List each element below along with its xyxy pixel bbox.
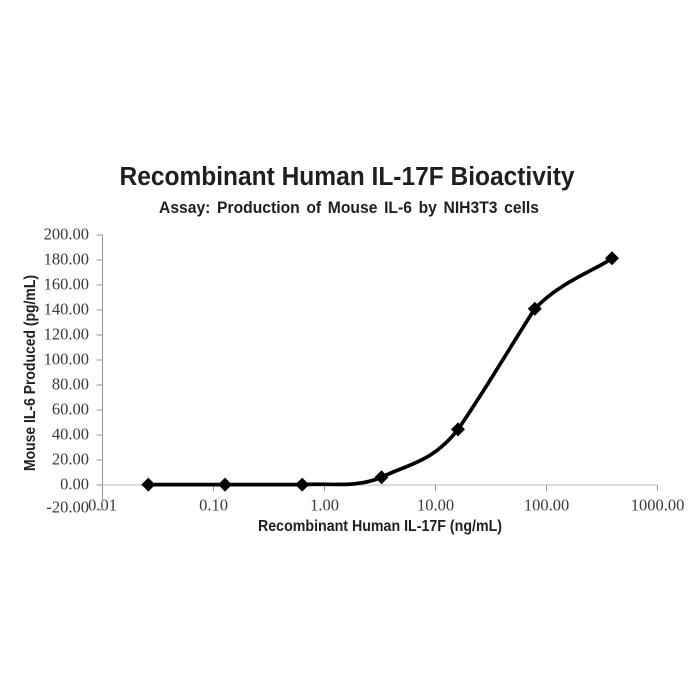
svg-text:20.00: 20.00: [52, 450, 89, 469]
svg-text:Mouse IL-6 Produced (pg/mL): Mouse IL-6 Produced (pg/mL): [22, 275, 39, 471]
svg-text:40.00: 40.00: [52, 425, 89, 444]
svg-text:0.00: 0.00: [60, 475, 89, 494]
svg-text:Assay: Production of Mouse IL-: Assay: Production of Mouse IL-6 by NIH3T…: [159, 198, 539, 217]
svg-text:0.10: 0.10: [199, 496, 228, 515]
svg-text:1000.00: 1000.00: [631, 496, 685, 515]
svg-text:100.00: 100.00: [524, 496, 569, 515]
svg-text:60.00: 60.00: [52, 400, 89, 419]
svg-text:140.00: 140.00: [44, 300, 89, 319]
svg-text:200.00: 200.00: [44, 225, 89, 244]
svg-text:160.00: 160.00: [44, 275, 89, 294]
svg-text:100.00: 100.00: [44, 350, 89, 369]
svg-text:Recombinant Human IL-17F Bioac: Recombinant Human IL-17F Bioactivity: [120, 163, 576, 191]
svg-text:120.00: 120.00: [44, 325, 89, 344]
svg-text:80.00: 80.00: [52, 375, 89, 394]
svg-text:10.00: 10.00: [417, 496, 454, 515]
svg-text:Recombinant Human IL-17F (ng/m: Recombinant Human IL-17F (ng/mL): [258, 518, 502, 535]
svg-text:-20.00: -20.00: [46, 498, 89, 517]
svg-text:1.00: 1.00: [310, 496, 339, 515]
svg-text:180.00: 180.00: [44, 250, 89, 269]
